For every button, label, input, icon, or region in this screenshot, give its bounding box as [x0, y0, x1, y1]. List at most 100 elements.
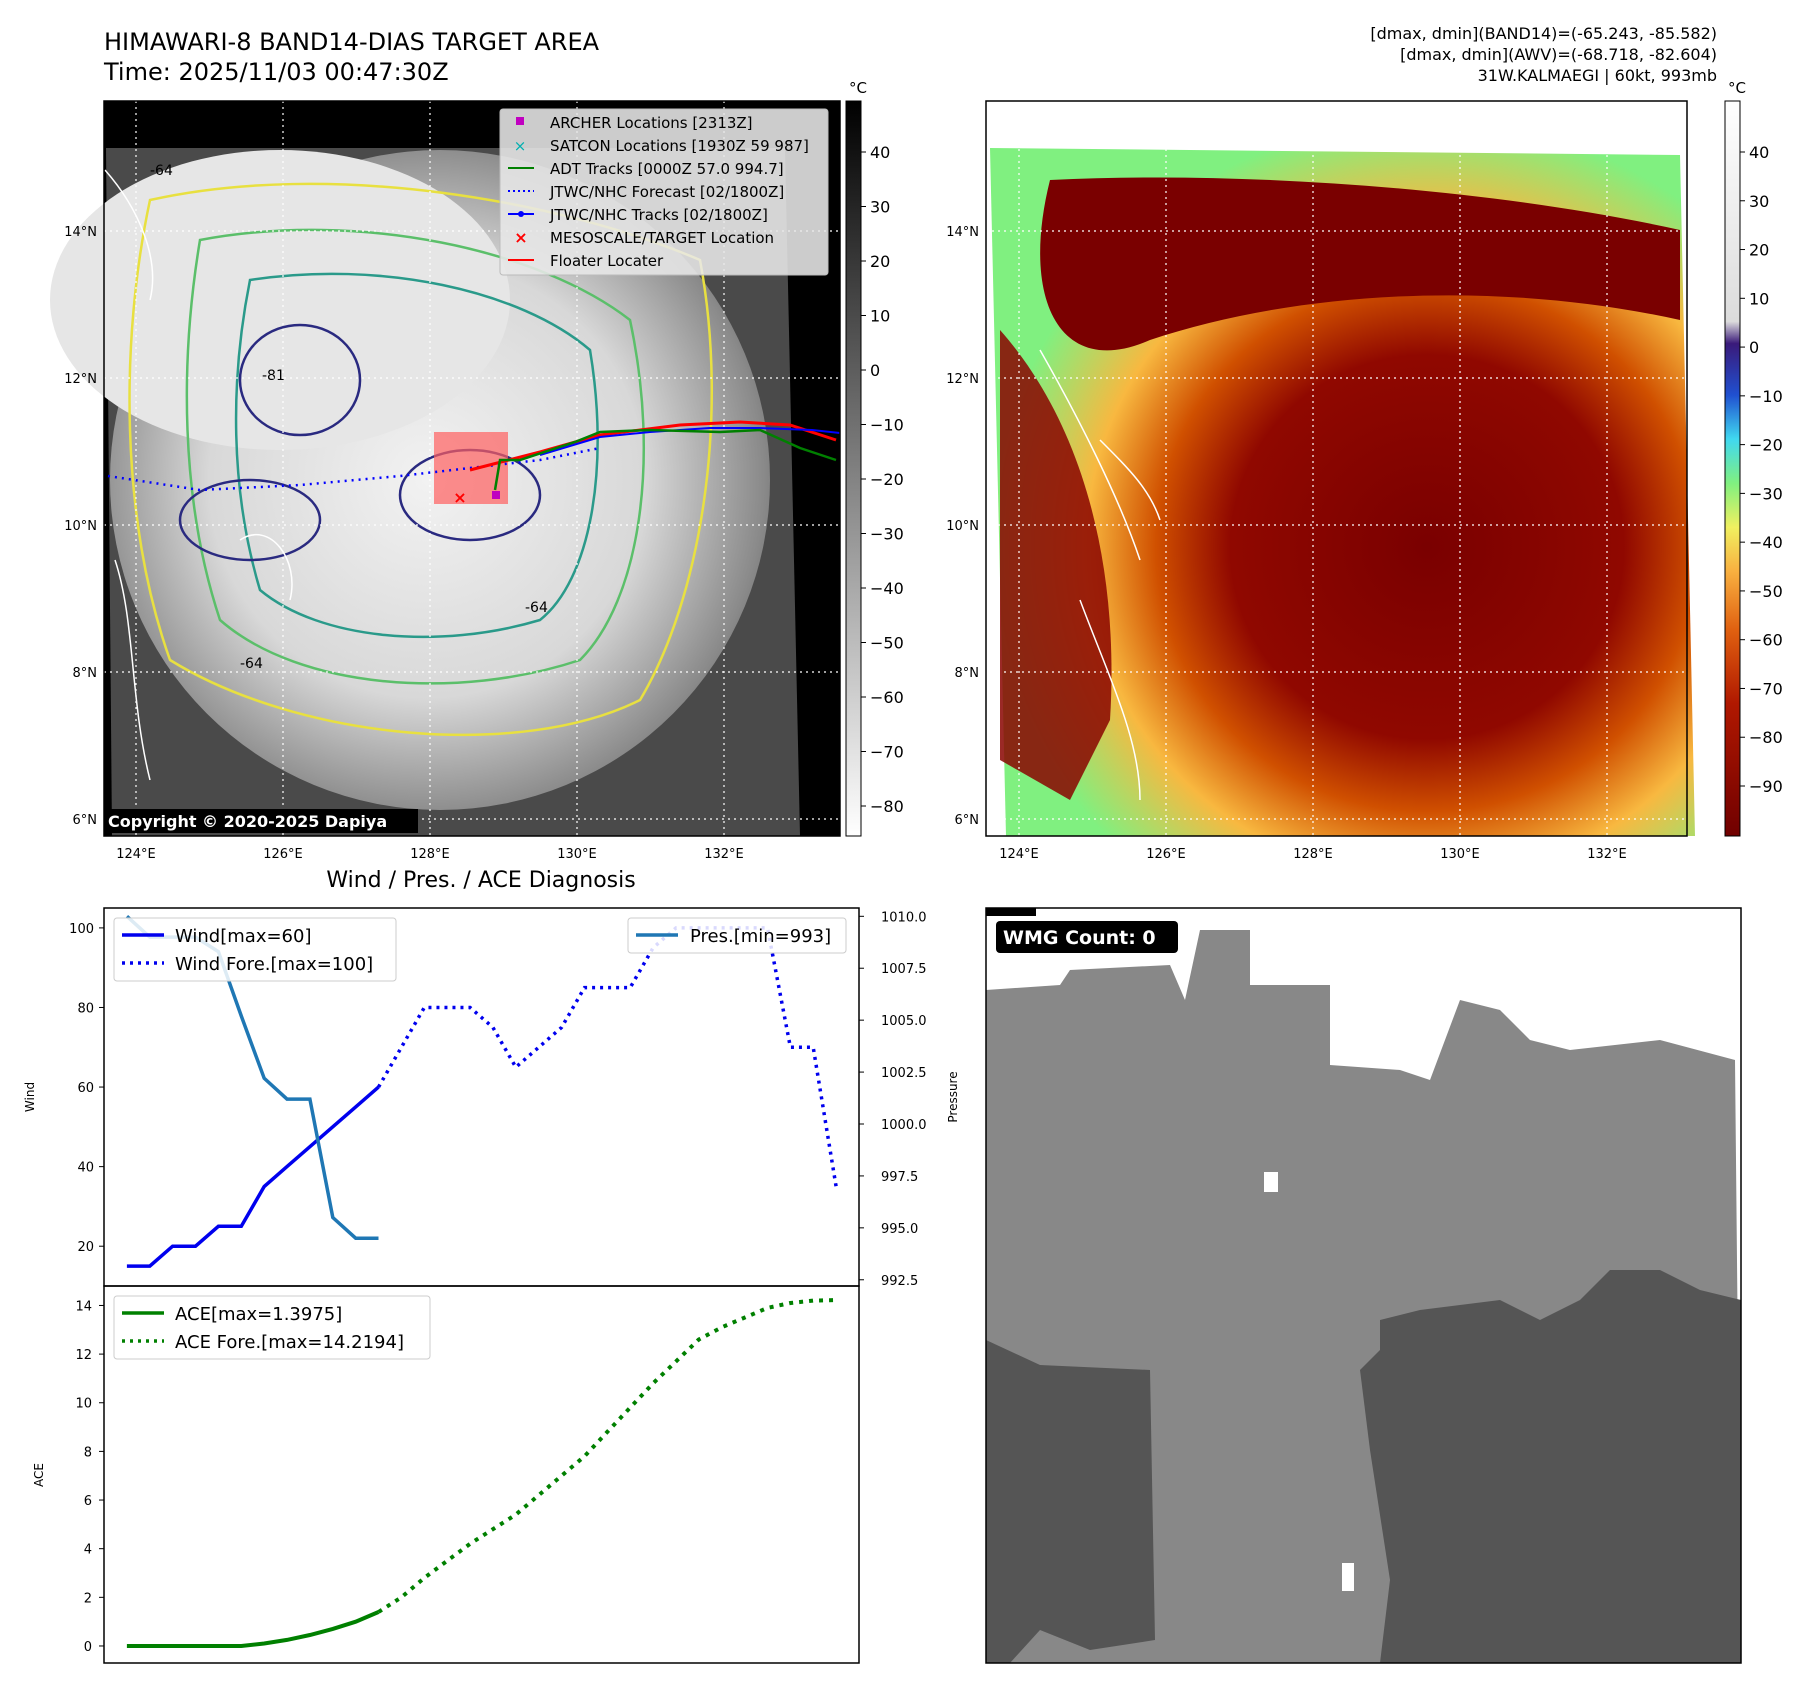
ace-series-layer — [126, 1298, 837, 1648]
ir-northwest-cloud — [50, 150, 510, 450]
ace-series-line-0 — [126, 1610, 380, 1648]
gray-colorbar-unit: °C — [849, 79, 867, 97]
legend-ace: ACE[max=1.3975] — [175, 1304, 342, 1325]
ace-tick-label: 0 — [84, 1640, 92, 1655]
colorbar-tick-label: −70 — [1749, 679, 1783, 698]
ir-lon-label: 128°E — [410, 847, 450, 862]
wind-axis-label: Wind — [23, 1082, 37, 1112]
ir-coastline — [104, 169, 293, 781]
colorbar-tick-label: −30 — [1749, 484, 1783, 503]
awv-axis-labels: 124°E 126°E 128°E 130°E 132°E 14°N 12°N … — [946, 225, 1627, 862]
awv-frame — [985, 100, 1688, 837]
awv-north-band — [1040, 177, 1680, 351]
wind-tick-label: 60 — [77, 1081, 94, 1096]
ace-tick-label: 12 — [75, 1348, 92, 1363]
pressure-tick-label: 1005.0 — [881, 1014, 927, 1029]
ir-lat-label: 6°N — [73, 813, 98, 828]
awv-gridlines — [986, 101, 1687, 836]
wmg-panel: WMG Count: 0 — [985, 907, 1742, 1664]
legend-item-mesoscale: MESOSCALE/TARGET Location — [550, 229, 774, 247]
pressure-axis-ticks: 1010.0 1007.5 1005.0 1002.5 1000.0 997.5 995.0… — [859, 910, 927, 1289]
info-line2: [dmax, dmin](AWV)=(-68.718, -82.604) — [1400, 45, 1717, 64]
ace-tick-label: 6 — [84, 1494, 92, 1509]
ir-teal-contour — [234, 272, 599, 639]
colorbar-tick-label: −50 — [870, 634, 904, 653]
pressure-tick-label: 992.5 — [881, 1274, 918, 1289]
ir-gridlines — [104, 101, 840, 836]
colorbar-tick-label: −90 — [1749, 777, 1783, 796]
wmg-white-patch — [1264, 1172, 1278, 1192]
archer-location-marker — [492, 491, 500, 499]
colorbar-tick-label: −20 — [870, 470, 904, 489]
colorbar-tick-label: −10 — [1749, 387, 1783, 406]
colorbar-tick-label: −40 — [1749, 533, 1783, 552]
contour-label-b: -64 — [150, 163, 173, 179]
ace-chart: ACE 0 2 4 6 8 10 12 14 ACE[max=1.3975] ACE Fore… — [32, 1285, 860, 1664]
legend-item-jtwc: JTWC/NHC Tracks [02/1800Z] — [549, 206, 768, 224]
ace-axis-label: ACE — [32, 1463, 46, 1487]
ir-lon-label: 126°E — [263, 847, 303, 862]
wmg-frame — [985, 907, 1742, 1664]
series-line-0 — [126, 1085, 380, 1268]
legend-wind-forecast: Wind Fore.[max=100] — [175, 954, 373, 975]
ace-axis-ticks: 0 2 4 6 8 10 12 14 — [75, 1299, 104, 1655]
jtwc-track — [539, 427, 841, 456]
wmg-black-corner — [986, 908, 1036, 916]
ace-tick-label: 2 — [84, 1591, 92, 1606]
colorbar-tick-label: 40 — [1749, 143, 1769, 162]
awv-lon-label: 132°E — [1587, 847, 1627, 862]
ace-tick-label: 14 — [75, 1299, 92, 1314]
ir-inner-contour — [238, 323, 362, 437]
ir-lon-label: 130°E — [557, 847, 597, 862]
legend-archer-marker — [516, 117, 524, 125]
legend-item-adt: ADT Tracks [0000Z 57.0 994.7] — [550, 160, 784, 178]
pressure-tick-label: 995.0 — [881, 1222, 918, 1237]
floater-track — [469, 420, 837, 472]
colorbar-tick-label: −50 — [1749, 582, 1783, 601]
pressure-tick-label: 1007.5 — [881, 962, 927, 977]
colorbar-tick-label: −60 — [870, 688, 904, 707]
awv-coastline — [1039, 349, 1161, 801]
wmg-count-label: WMG Count: 0 — [1003, 927, 1156, 949]
awv-lon-label: 128°E — [1293, 847, 1333, 862]
series-line-1 — [376, 926, 838, 1187]
ir-axis-labels: 124°E 126°E 128°E 130°E 132°E 14°N 12°N … — [64, 225, 744, 862]
color-colorbar-fill — [1724, 100, 1741, 837]
colorbar-tick-label: 20 — [1749, 241, 1769, 260]
wind-legend-box — [113, 917, 397, 982]
wmg-dark-region-east — [1360, 1270, 1741, 1663]
wind-axis-ticks: 20 40 60 80 100 — [69, 922, 104, 1255]
colorbar-tick-label: 10 — [870, 307, 890, 326]
legend-wind: Wind[max=60] — [175, 926, 312, 947]
awv-lat-label: 8°N — [955, 666, 980, 681]
ir-lat-label: 14°N — [64, 225, 97, 240]
ir-west-contour — [178, 478, 322, 562]
colorbar-tick-label: −80 — [1749, 728, 1783, 747]
jtwc-forecast-track — [107, 446, 601, 492]
info-line3: 31W.KALMAEGI | 60kt, 993mb — [1478, 66, 1717, 85]
pressure-legend-box — [627, 917, 847, 954]
pressure-tick-label: 997.5 — [881, 1170, 918, 1185]
color-colorbar-ticks: 40 30 20 10 0 −10 −20 −30 −40 −50 −60 −70 −80 −90 — [1740, 143, 1783, 796]
ir-lat-label: 10°N — [64, 519, 97, 534]
colorbar-tick-label: 30 — [870, 198, 890, 217]
awv-lon-label: 130°E — [1440, 847, 1480, 862]
info-line1: [dmax, dmin](BAND14)=(-65.243, -85.582) — [1370, 24, 1717, 43]
gray-colorbar-ticks: 40 30 20 10 0 −10 −20 −30 −40 −50 −60 −70 −80 — [861, 143, 904, 816]
awv-west-band — [1000, 330, 1112, 800]
mesoscale-target-marker: × — [453, 488, 466, 507]
awv-lat-label: 14°N — [946, 225, 979, 240]
colorbar-tick-label: 0 — [1749, 338, 1759, 357]
legend-item-forecast: JTWC/NHC Forecast [02/1800Z] — [549, 183, 784, 201]
awv-lat-label: 6°N — [955, 813, 980, 828]
legend-satcon-marker: × — [514, 137, 527, 155]
pressure-axis-label: Pressure — [946, 1071, 960, 1122]
figure-title-line1: HIMAWARI-8 BAND14-DIAS TARGET AREA — [104, 28, 600, 56]
awv-lat-label: 10°N — [946, 519, 979, 534]
wind-tick-label: 80 — [77, 1001, 94, 1016]
diagnosis-title: Wind / Pres. / ACE Diagnosis — [326, 868, 635, 893]
ace-tick-label: 8 — [84, 1445, 92, 1460]
wind-tick-label: 100 — [69, 922, 94, 937]
colorbar-tick-label: −30 — [870, 525, 904, 544]
